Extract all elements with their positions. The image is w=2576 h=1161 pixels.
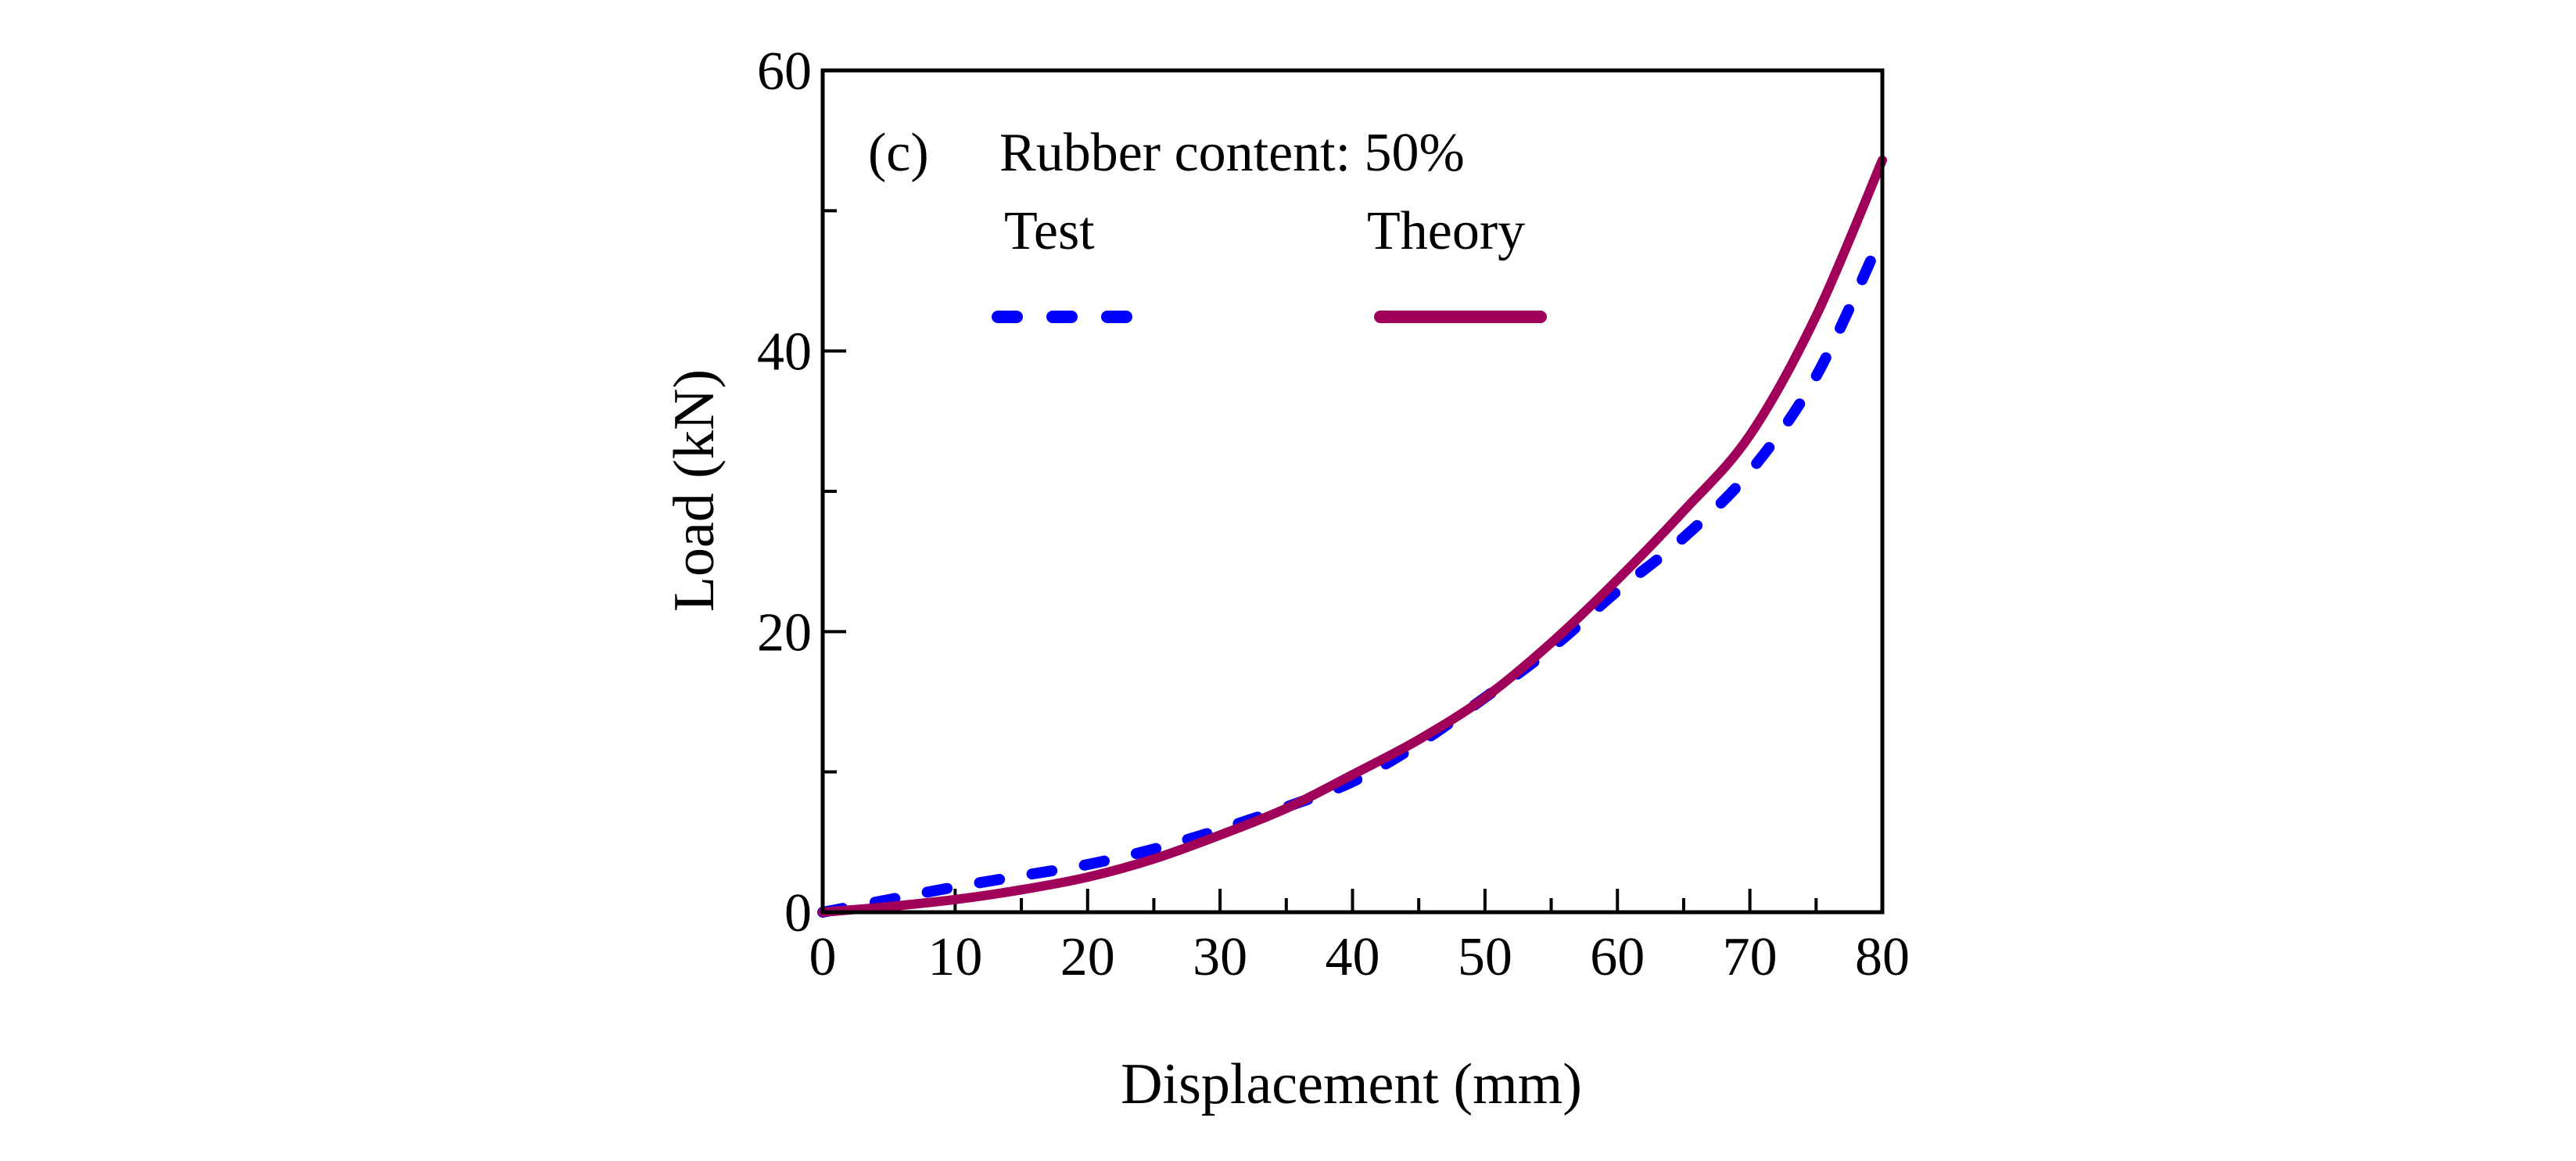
legend-label-theory: Theory <box>1367 201 1525 261</box>
x-tick-label: 70 <box>1723 927 1778 987</box>
plot-frame <box>820 68 1885 915</box>
axis-ticks: 0 10 20 30 40 50 60 70 80 0 20 40 60 <box>757 41 1910 987</box>
y-axis-label: Load (kN) <box>662 369 727 612</box>
series-line-theory <box>818 155 1887 917</box>
x-tick-label: 20 <box>1060 927 1115 987</box>
annotation: Rubber content: 50% <box>999 123 1465 183</box>
legend-label-test: Test <box>1004 201 1095 261</box>
legend: Test Theory <box>992 201 1547 323</box>
x-tick-label: 80 <box>1855 927 1910 987</box>
x-tick-label: 10 <box>927 927 982 987</box>
x-tick-label: 30 <box>1193 927 1247 987</box>
x-axis-label: Displacement (mm) <box>1121 1052 1582 1116</box>
series-line-test <box>817 228 1888 918</box>
series-lines <box>817 155 1888 918</box>
y-tick-label: 40 <box>757 322 812 383</box>
panel-label: (c) <box>868 123 929 183</box>
y-tick-label: 20 <box>757 602 812 663</box>
x-tick-label: 50 <box>1458 927 1512 987</box>
y-tick-label: 60 <box>757 41 812 102</box>
x-tick-label: 60 <box>1590 927 1645 987</box>
x-tick-label: 0 <box>809 927 837 987</box>
x-tick-label: 40 <box>1326 927 1380 987</box>
y-tick-label: 0 <box>784 883 812 944</box>
